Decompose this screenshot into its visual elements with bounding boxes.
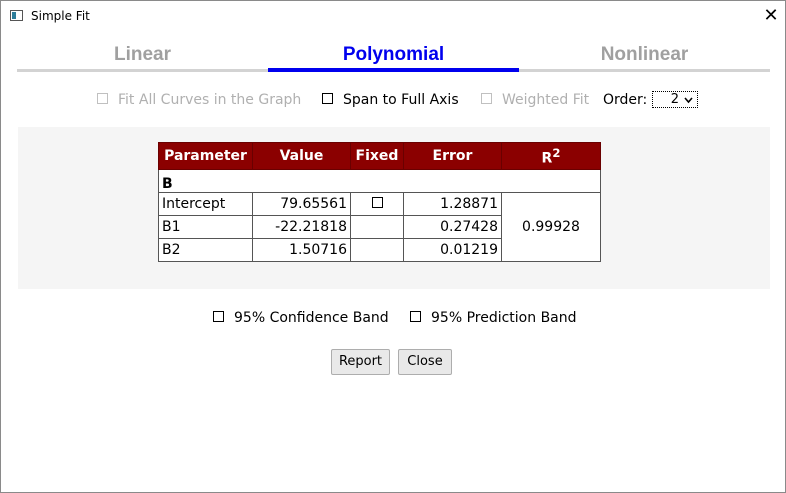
r-squared-value: 0.99928	[501, 192, 601, 262]
order-select-value: 2	[670, 92, 679, 107]
header-r-superscript: 2	[552, 145, 561, 160]
confidence-band-label: 95% Confidence Band	[234, 310, 389, 326]
results-panel: Parameter Value Fixed Error R2 B Interce…	[18, 127, 770, 289]
fit-all-curves-label: Fit All Curves in the Graph	[118, 92, 302, 108]
chevron-down-icon	[684, 94, 693, 109]
prediction-band-option[interactable]: 95% Prediction Band	[410, 308, 577, 328]
fixed-checkbox[interactable]	[371, 197, 383, 208]
fit-all-curves-option[interactable]: Fit All Curves in the Graph	[97, 90, 301, 110]
fit-options-row: Fit All Curves in the Graph Span to Full…	[1, 90, 786, 112]
active-tab-indicator	[268, 68, 519, 72]
param-error: 1.28871	[403, 192, 502, 216]
confidence-band-checkbox[interactable]	[213, 310, 224, 322]
span-full-axis-label: Span to Full Axis	[343, 92, 459, 108]
fixed-cell	[350, 238, 404, 262]
param-value: 1.50716	[252, 238, 351, 262]
span-full-axis-checkbox[interactable]	[322, 92, 333, 104]
param-value: 79.65561	[252, 192, 351, 216]
bands-row: 95% Confidence Band 95% Prediction Band	[1, 308, 786, 328]
close-button[interactable]: Close	[398, 349, 452, 375]
header-r-label: R	[541, 150, 553, 167]
span-full-axis-option[interactable]: Span to Full Axis	[322, 90, 459, 110]
table-row: B2 1.50716 0.01219	[158, 238, 601, 262]
param-name: Intercept	[158, 192, 253, 216]
confidence-band-option[interactable]: 95% Confidence Band	[213, 308, 389, 328]
header-fixed: Fixed	[350, 142, 404, 170]
tab-linear[interactable]: Linear	[113, 44, 172, 65]
order-select[interactable]: 2	[652, 91, 698, 108]
param-name: B2	[158, 238, 253, 262]
fixed-cell	[350, 215, 404, 239]
fit-type-tabs: Linear Polynomial Nonlinear	[17, 41, 770, 72]
weighted-fit-option[interactable]: Weighted Fit	[481, 90, 589, 110]
order-label: Order:	[603, 92, 648, 108]
dialog-buttons: Report Close	[1, 349, 786, 375]
table-row: Intercept 79.65561 1.28871 0.99928	[158, 192, 601, 262]
group-row: B	[158, 169, 601, 193]
tab-polynomial[interactable]: Polynomial	[342, 44, 445, 65]
report-button[interactable]: Report	[331, 349, 390, 375]
param-error: 0.27428	[403, 215, 502, 239]
results-table: Parameter Value Fixed Error R2 B Interce…	[158, 142, 601, 262]
tab-nonlinear[interactable]: Nonlinear	[600, 44, 689, 65]
prediction-band-label: 95% Prediction Band	[431, 310, 577, 326]
results-header-row: Parameter Value Fixed Error R2	[158, 142, 601, 170]
title-bar: Simple Fit ✕	[1, 1, 785, 31]
group-label: B	[158, 169, 601, 193]
param-value: -22.21818	[252, 215, 351, 239]
weighted-fit-checkbox[interactable]	[481, 92, 492, 104]
weighted-fit-label: Weighted Fit	[502, 92, 590, 108]
fixed-cell	[350, 192, 404, 216]
close-window-icon[interactable]: ✕	[763, 5, 779, 26]
header-r-squared: R2	[501, 142, 601, 170]
app-window-icon	[10, 10, 23, 21]
header-value: Value	[252, 142, 351, 170]
fit-all-curves-checkbox[interactable]	[97, 92, 108, 104]
param-error: 0.01219	[403, 238, 502, 262]
header-parameter: Parameter	[158, 142, 253, 170]
header-error: Error	[403, 142, 502, 170]
param-name: B1	[158, 215, 253, 239]
prediction-band-checkbox[interactable]	[410, 310, 421, 322]
window-title: Simple Fit	[31, 9, 90, 23]
